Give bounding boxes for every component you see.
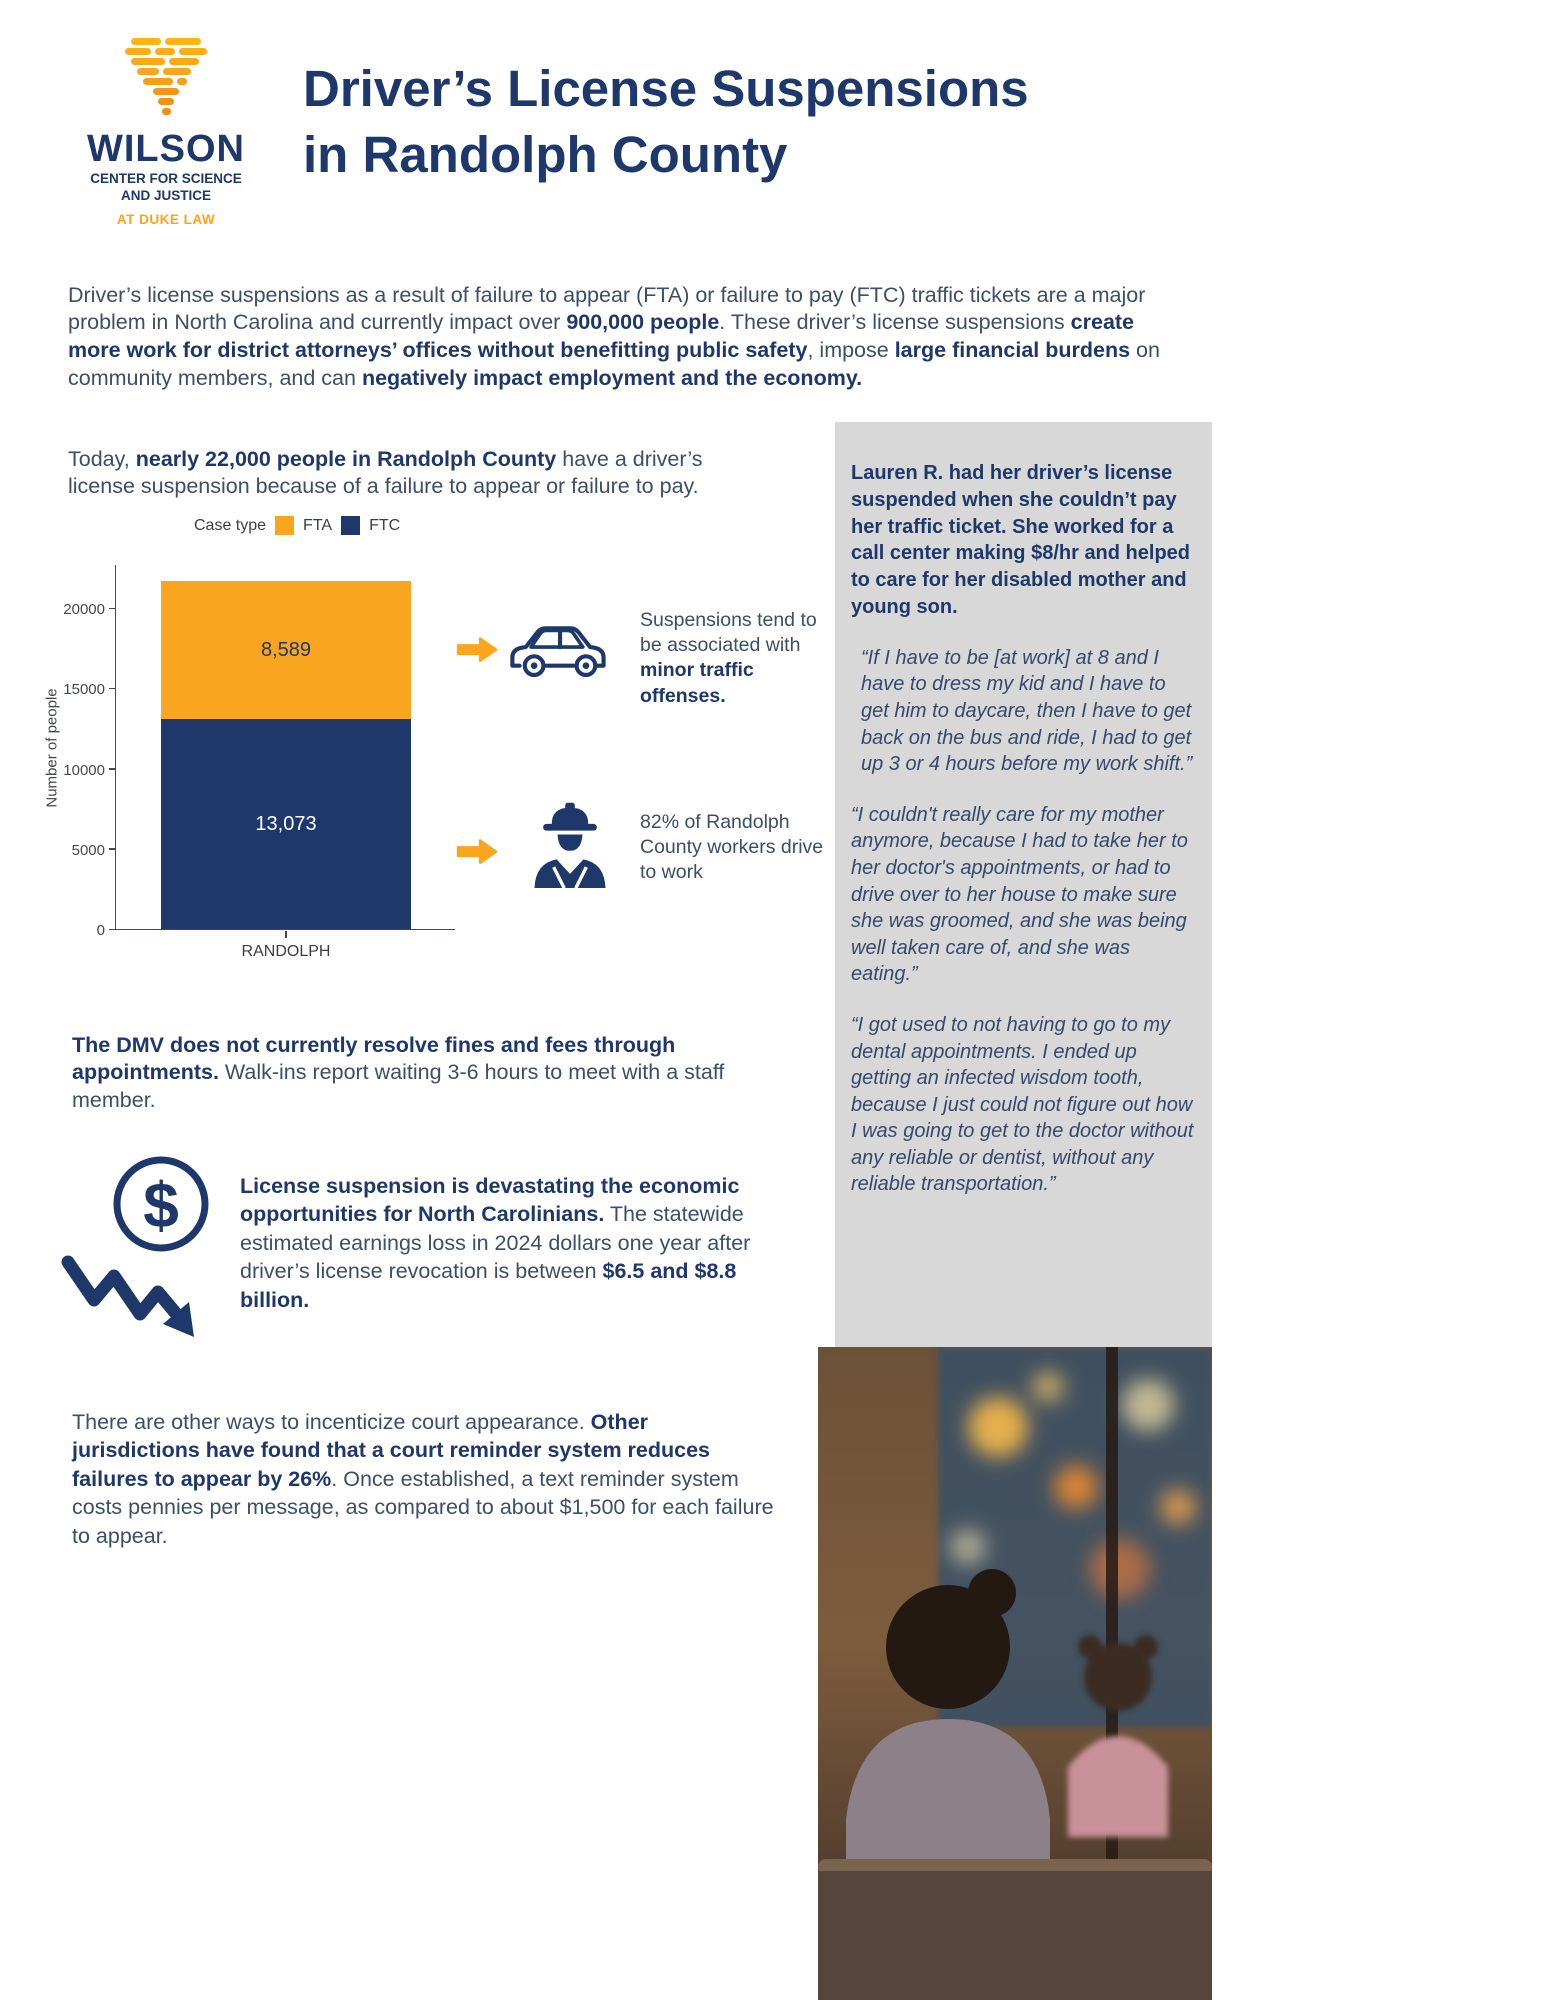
bar-value-label-ftc: 13,073 (255, 812, 317, 835)
legend-label-ftc: FTC (369, 516, 401, 534)
text-segment: . These driver’s license suspensions (719, 310, 1071, 335)
text-bold-segment: large financial burdens (894, 338, 1131, 363)
logo-subtitle-line2: AND JUSTICE (120, 187, 211, 203)
text-segment: There are other ways to incenticize cour… (72, 1409, 591, 1434)
callout-minor-offenses: Suspensions tend to be associated with m… (640, 608, 818, 709)
text-segment: 82% of Randolph County workers drive to … (640, 810, 824, 884)
dollar-sign: $ (143, 1169, 179, 1241)
bar-value-label-fta: 8,589 (260, 638, 312, 661)
right-arrow-icon (456, 839, 498, 864)
y-tick-mark (109, 928, 116, 930)
text-bold-segment: negatively impact employment and the eco… (361, 366, 863, 391)
y-tick-mark (109, 848, 116, 850)
court-reminder-paragraph: There are other ways to incenticize cour… (72, 1408, 780, 1551)
intro-paragraph: Driver’s license suspensions as a result… (68, 282, 1176, 394)
y-tick-label: 10000 (63, 761, 105, 779)
callout-workers-drive: 82% of Randolph County workers drive to … (640, 810, 828, 886)
text-bold-segment: nearly 22,000 people in Randolph County (135, 446, 557, 471)
text-segment: on community members, and can (68, 338, 1160, 391)
text-segment: The statewide estimated earnings loss in… (240, 1202, 751, 1284)
testimonial-quote-2: “I couldn't really care for my mother an… (851, 803, 1188, 986)
text-segment: Suspensions tend to be associated with (640, 608, 817, 656)
x-tick-mark (285, 930, 287, 938)
testimonial-lead: Lauren R. had her driver’s license suspe… (851, 462, 1191, 618)
page-title-line2: in Randolph County (303, 126, 788, 184)
page-title: Driver’s License Suspensions in Randolph… (303, 56, 1029, 189)
text-segment: , impose (807, 338, 895, 363)
text-segment: Driver’s license suspensions as a result… (68, 282, 1146, 335)
testimonial-quote-3: “I got used to not having to go to my de… (851, 1013, 1194, 1196)
logo-wordmark: WILSON (87, 128, 245, 170)
legend-label-fta: FTA (303, 516, 333, 534)
y-tick-mark (109, 607, 116, 610)
today-paragraph: Today, nearly 22,000 people in Randolph … (68, 446, 768, 502)
economic-paragraph: License suspension is devastating the ec… (240, 1172, 752, 1315)
chart-legend: Case type FTA FTC (194, 516, 400, 535)
stacked-bar-randolph: 13,073 8,589 (161, 581, 411, 929)
y-tick-mark (109, 687, 116, 690)
chart-y-axis-label: Number of people (43, 688, 61, 808)
bus-photo (818, 1347, 1212, 2000)
bar-segment-fta: 8,589 (161, 581, 411, 719)
text-bold-segment: minor traffic offenses. (640, 659, 754, 707)
logo-at-duke-law: AT DUKE LAW (116, 211, 216, 227)
text-bold-segment: create more work for district attorneys’… (68, 310, 1135, 363)
chart-x-tick-label: RANDOLPH (241, 943, 331, 960)
construction-worker-icon (534, 802, 606, 889)
text-segment: have a driver’s license suspension becau… (68, 446, 703, 499)
legend-swatch-fta (275, 516, 295, 535)
y-tick-label: 15000 (63, 681, 105, 699)
y-tick-label: 20000 (63, 601, 105, 619)
car-icon (510, 626, 606, 678)
chart-plot-area: 13,073 8,589 RANDOLPH (109, 565, 455, 960)
right-arrow-icon (456, 637, 498, 662)
legend-swatch-ftc (341, 516, 361, 535)
y-tick-label: 5000 (71, 841, 105, 859)
testimonial-quote-1: “If I have to be [at work] at 8 and I ha… (861, 646, 1193, 776)
logo-subtitle-line1: CENTER FOR SCIENCE (90, 171, 242, 186)
y-tick-mark (109, 768, 116, 770)
text-bold-segment: The DMV does not currently resolve fines… (72, 1032, 676, 1085)
dmv-paragraph: The DMV does not currently resolve fines… (72, 1032, 740, 1116)
text-segment: Today, (68, 446, 136, 471)
text-segment: . Once established, a text reminder syst… (72, 1466, 774, 1548)
testimonial-panel: Lauren R. had her driver’s license suspe… (835, 422, 1212, 1347)
text-bold-segment: 900,000 people (566, 310, 720, 335)
text-bold-segment: $6.5 and $8.8 billion. (240, 1259, 737, 1312)
y-tick-label: 0 (96, 922, 105, 939)
bar-segment-ftc: 13,073 (161, 719, 411, 929)
text-bold-segment: License suspension is devastating the ec… (240, 1173, 740, 1227)
decline-arrow-icon (61, 1255, 185, 1323)
page-title-line1: Driver’s License Suspensions (303, 60, 1029, 117)
wilson-logo-mark-icon (125, 38, 207, 115)
economic-decline-icon: $ (61, 1156, 209, 1337)
dollar-circle-icon (113, 1156, 209, 1252)
text-segment: Walk-ins report waiting 3-6 hours to mee… (72, 1060, 725, 1113)
legend-title: Case type (194, 516, 267, 534)
wilson-center-logo: WILSON CENTER FOR SCIENCE AND JUSTICE AT… (75, 38, 257, 227)
suspensions-bar-chart: Case type FTA FTC Number of people 0 5000… (44, 508, 492, 988)
text-bold-segment: Other jurisdictions have found that a co… (72, 1409, 710, 1491)
